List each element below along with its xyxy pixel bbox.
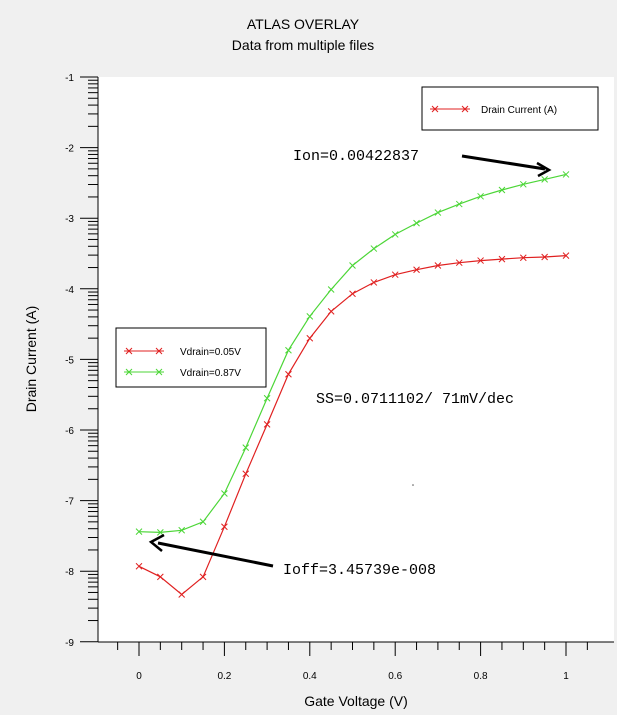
data-point	[242, 470, 250, 478]
data-point	[327, 286, 335, 293]
annotation-ion-arrow	[461, 154, 546, 171]
x-tick-label: 0.2	[217, 671, 231, 682]
data-point	[562, 171, 570, 178]
y-axis-title: Drain Current (A)	[23, 306, 39, 413]
annotation-ss: SS=0.0711102/ 71mV/dec	[316, 391, 514, 408]
data-point	[199, 573, 207, 581]
data-point	[541, 253, 549, 261]
annotation-ioff-arrow	[157, 541, 274, 568]
annotation-ioff-arrowhead	[148, 533, 165, 552]
annotation-ion: Ion=0.00422837	[293, 148, 419, 165]
annotation-ioff: Ioff=3.45739e-008	[283, 562, 436, 579]
data-point	[263, 420, 271, 428]
data-point	[498, 255, 506, 263]
data-point	[349, 290, 356, 298]
y-tick-label: -8	[65, 567, 74, 578]
data-point	[135, 562, 143, 570]
legend-item-vdrain-087-marker	[125, 368, 163, 376]
legend-top-marker	[431, 105, 469, 113]
data-point	[199, 518, 207, 526]
data-point	[370, 279, 378, 286]
y-tick-label: -2	[65, 144, 74, 155]
chart-title: ATLAS OVERLAY	[247, 16, 360, 32]
data-point	[306, 312, 314, 320]
data-point	[434, 209, 442, 216]
series-vdrain-0-05v	[135, 252, 570, 598]
data-point	[285, 346, 292, 354]
data-point	[306, 334, 314, 342]
data-point	[285, 370, 292, 378]
data-point	[541, 176, 549, 183]
data-point	[349, 262, 356, 269]
series-layer	[135, 171, 570, 598]
legend-series: Vdrain=0.05V Vdrain=0.87V	[115, 327, 267, 388]
data-point	[156, 529, 164, 536]
legend-series-box	[115, 327, 267, 388]
x-tick-label: 0.8	[474, 671, 488, 682]
legend-top-label: Drain Current (A)	[481, 105, 557, 116]
data-point	[263, 394, 271, 402]
data-point	[156, 573, 164, 581]
data-point	[434, 262, 442, 269]
data-point	[413, 219, 420, 227]
x-axis-title: Gate Voltage (V)	[304, 693, 408, 709]
data-point	[221, 490, 228, 497]
data-point	[562, 252, 570, 259]
data-point	[519, 180, 527, 188]
x-tick-label: 0	[136, 671, 142, 682]
data-point	[242, 444, 250, 452]
y-tick-label: -9	[65, 638, 74, 649]
data-point	[221, 523, 228, 531]
y-tick-label: -3	[65, 214, 74, 225]
data-point	[455, 200, 463, 208]
data-point	[455, 259, 463, 267]
data-point	[498, 186, 506, 194]
data-point	[477, 192, 484, 200]
data-point	[178, 526, 186, 534]
chart-subtitle: Data from multiple files	[232, 37, 374, 53]
axes: -1 -2 -3 -4 -5 -6 -7 -8 -9 0 0.2 0.4 0.6 0.8 1	[65, 73, 614, 682]
data-point	[370, 245, 378, 252]
data-point	[391, 271, 399, 279]
y-tick-label: -1	[65, 73, 74, 84]
legend-top: Drain Current (A)	[421, 86, 599, 131]
x-tick-label: 0.4	[303, 671, 317, 682]
annotation-ion-arrowhead	[536, 161, 552, 178]
x-tick-label: 1	[563, 671, 569, 682]
data-point	[413, 266, 420, 274]
data-point	[327, 308, 335, 315]
series-vdrain-0-87v	[135, 171, 570, 536]
y-tick-label: -5	[65, 355, 74, 366]
data-point	[178, 591, 186, 598]
legend-item-vdrain-005-marker	[125, 347, 163, 355]
data-point	[477, 257, 484, 264]
legend-item-vdrain-087-label: Vdrain=0.87V	[180, 368, 241, 379]
data-point	[391, 231, 399, 238]
stray-dot	[412, 484, 414, 486]
data-point	[135, 528, 143, 536]
y-tick-label: -4	[65, 285, 74, 296]
y-tick-label: -6	[65, 426, 74, 437]
data-point	[519, 254, 527, 262]
y-tick-label: -7	[65, 497, 74, 508]
legend-item-vdrain-005-label: Vdrain=0.05V	[180, 347, 241, 358]
x-tick-label: 0.6	[388, 671, 402, 682]
